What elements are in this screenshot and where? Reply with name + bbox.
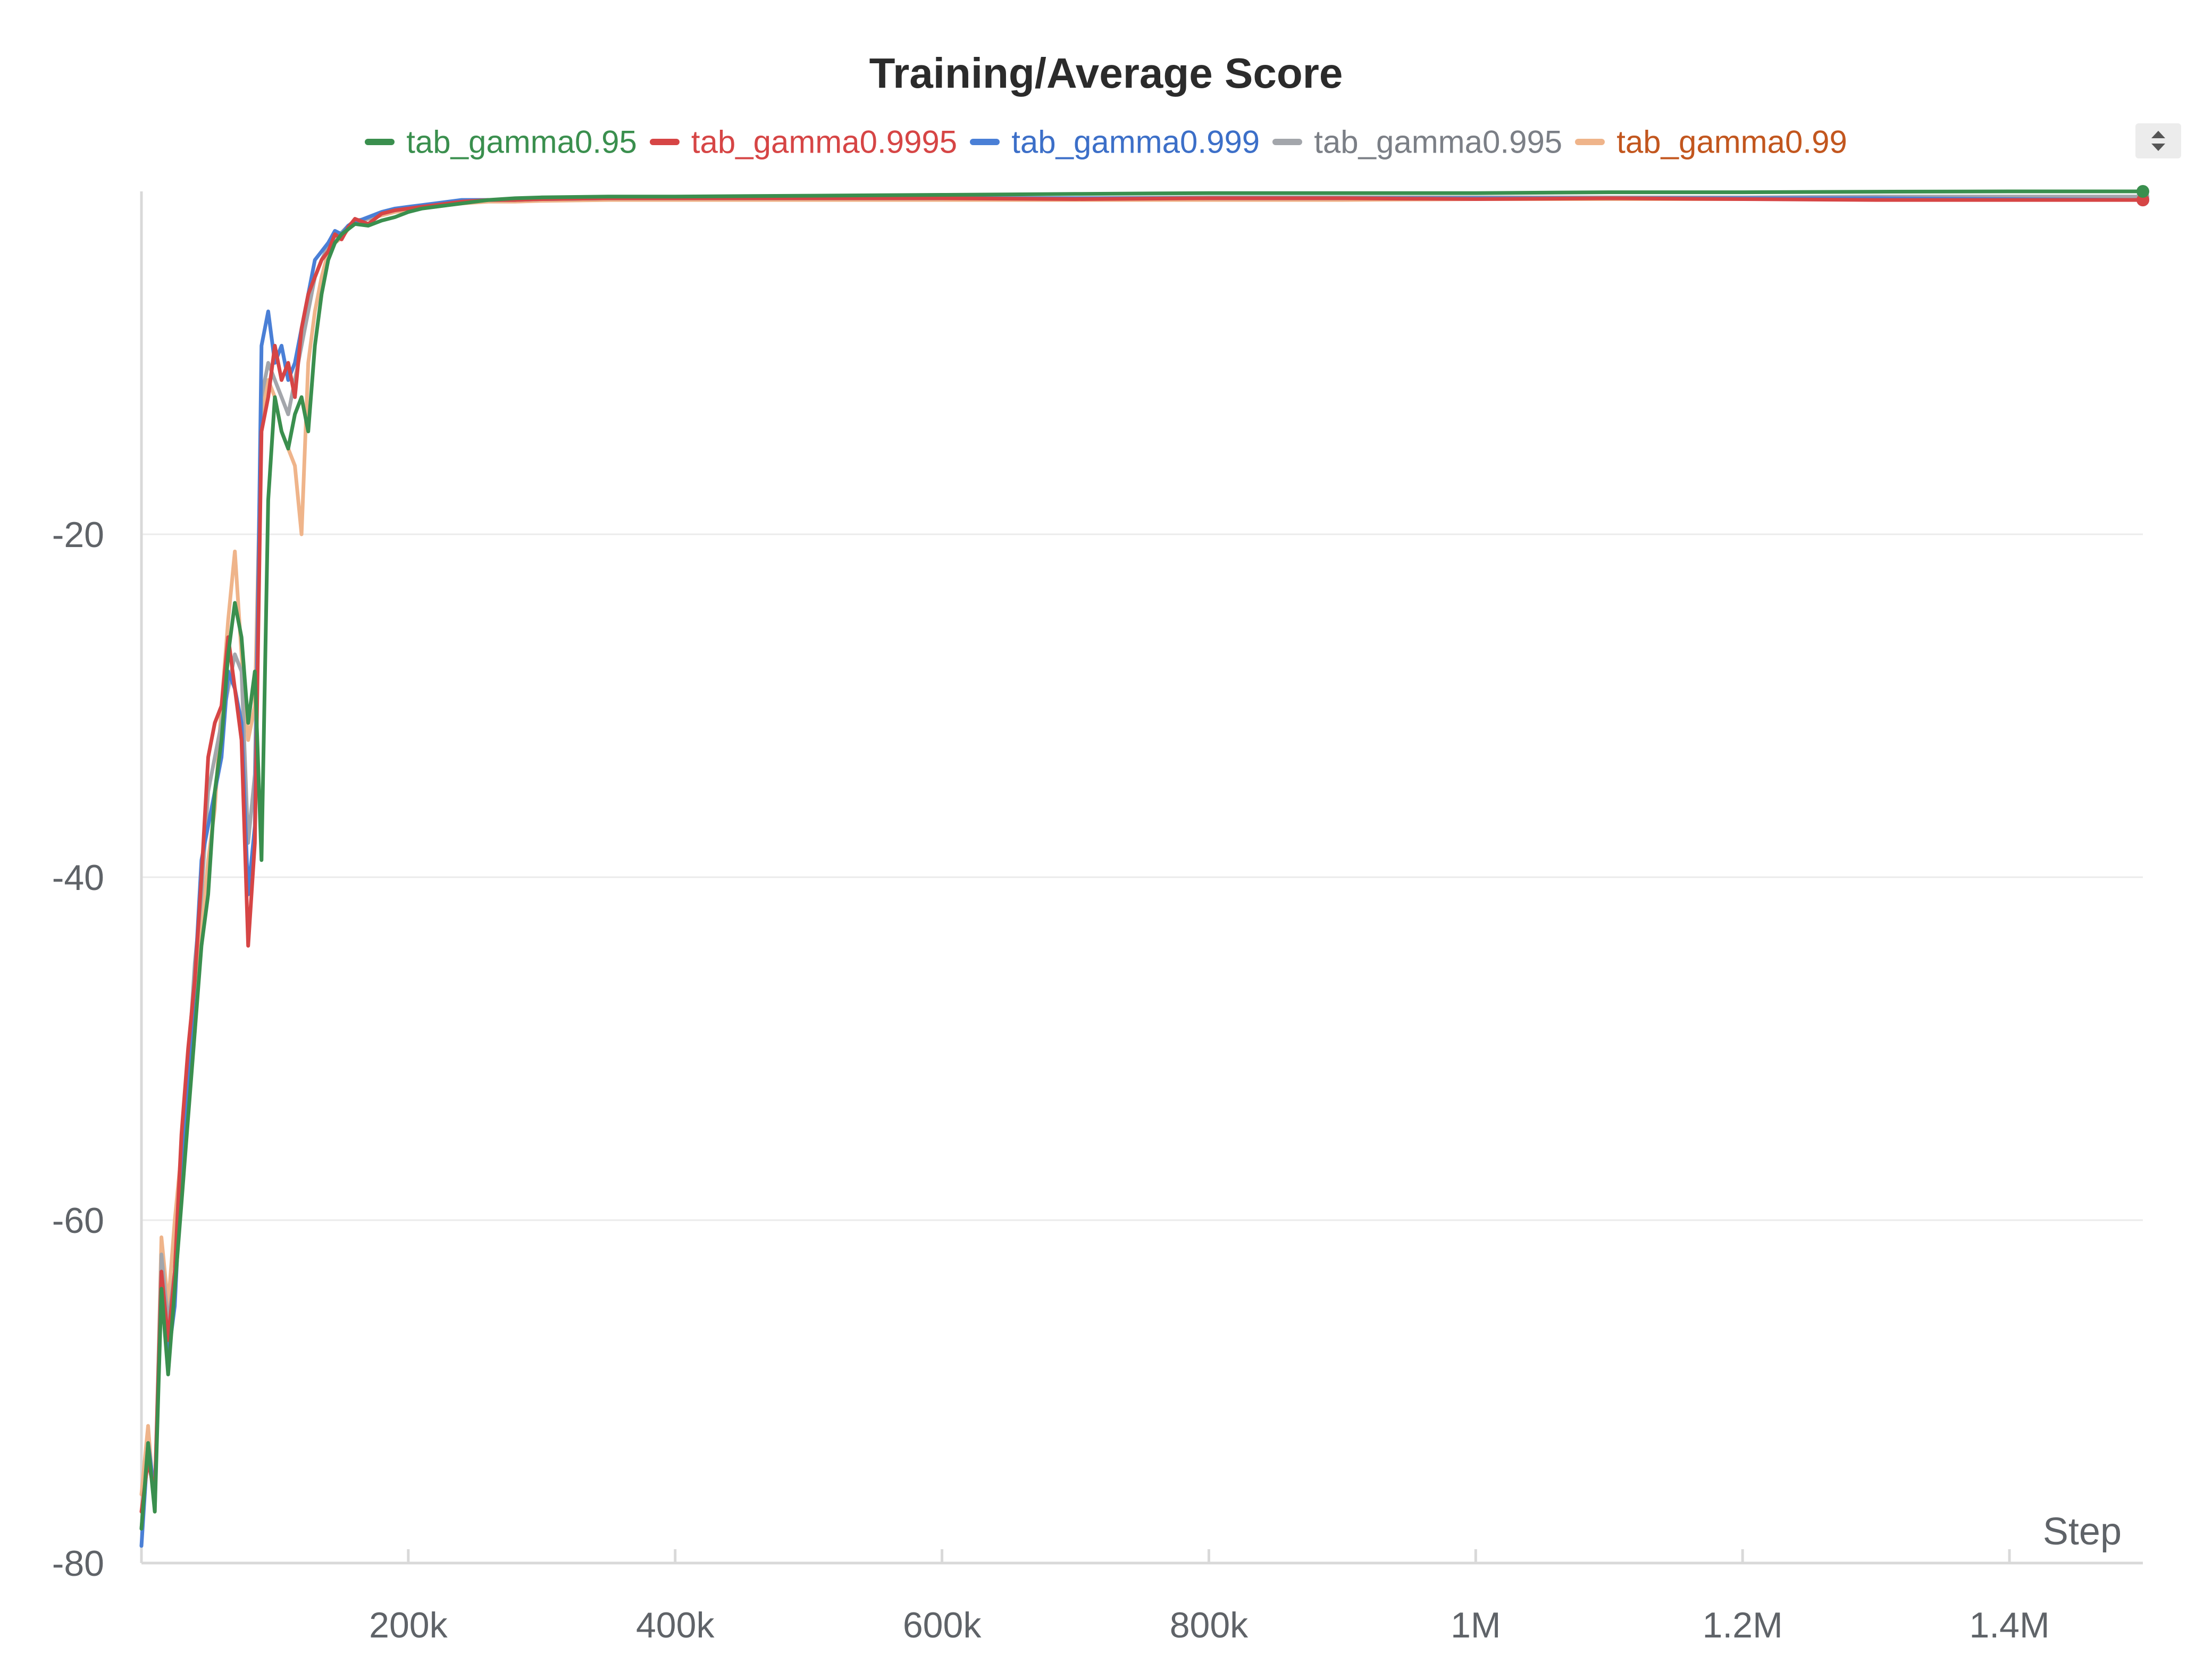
legend-swatch — [1575, 139, 1605, 146]
tick-labels: -20 -40 -60 -80 200k 400k 600k 800k 1M 1.2M 1.4M — [52, 515, 2050, 1645]
series-line-tab_gamma0.995 — [139, 195, 2145, 1531]
legend-scroll-control[interactable] — [2135, 123, 2181, 158]
y-tick-label: -60 — [52, 1200, 104, 1241]
legend-item[interactable]: tab_gamma0.9995 — [649, 121, 958, 161]
series-line-tab_gamma0.999 — [139, 196, 2145, 1548]
series-end-point — [2136, 185, 2149, 198]
x-tick-label: 1.2M — [1703, 1605, 1783, 1645]
legend-swatch — [970, 139, 1000, 146]
legend-item[interactable]: tab_gamma0.99 — [1575, 121, 1847, 161]
series-lines — [139, 185, 2149, 1548]
legend-swatch — [1272, 139, 1303, 146]
x-tick-label: 1M — [1451, 1605, 1501, 1645]
x-tick-label: 1.4M — [1969, 1605, 2049, 1645]
legend-item[interactable]: tab_gamma0.999 — [970, 121, 1260, 161]
x-tick-label: 400k — [636, 1605, 715, 1645]
up-down-arrows-icon — [2151, 131, 2165, 151]
legend: tab_gamma0.95 tab_gamma0.9995 tab_gamma0.9… — [0, 121, 2212, 161]
x-tick-label: 600k — [903, 1605, 982, 1645]
y-tick-label: -20 — [52, 515, 104, 555]
y-tick-label: -80 — [52, 1543, 104, 1584]
x-tick-label: 800k — [1170, 1605, 1249, 1645]
legend-swatch — [649, 139, 680, 146]
legend-item[interactable]: tab_gamma0.95 — [365, 121, 637, 161]
series-line-tab_gamma0.9995 — [139, 196, 2145, 1514]
grid-lines — [141, 533, 2143, 1221]
legend-label: tab_gamma0.9995 — [691, 124, 958, 160]
chart-title: Training/Average Score — [869, 49, 1343, 97]
legend-label: tab_gamma0.995 — [1314, 124, 1563, 160]
x-axis-title: Step — [2043, 1510, 2122, 1553]
y-tick-label: -40 — [52, 858, 104, 898]
legend-label: tab_gamma0.999 — [1011, 124, 1260, 160]
x-tick-label: 200k — [369, 1605, 448, 1645]
series-line-tab_gamma0.99 — [139, 196, 2145, 1514]
legend-label: tab_gamma0.99 — [1616, 124, 1847, 160]
legend-swatch — [365, 139, 395, 146]
legend-item[interactable]: tab_gamma0.995 — [1272, 121, 1562, 161]
series-line-tab_gamma0.95 — [139, 189, 2145, 1531]
legend-label: tab_gamma0.95 — [406, 124, 637, 160]
axes — [140, 191, 2143, 1565]
